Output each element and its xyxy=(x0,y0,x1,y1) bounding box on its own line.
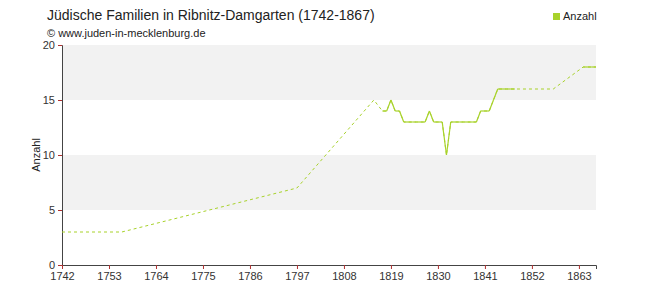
tick: 1797 xyxy=(285,265,309,282)
tick: 1830 xyxy=(426,265,450,282)
tick: 1863 xyxy=(567,265,591,282)
line-segment xyxy=(429,111,433,122)
tick-label: 1742 xyxy=(50,270,74,282)
subtitle: © www.juden-in-mecklenburg.de xyxy=(47,27,206,39)
tick-label: 1808 xyxy=(332,270,356,282)
tick: 1841 xyxy=(473,265,497,282)
tick-mark xyxy=(485,265,486,269)
tick-mark xyxy=(58,100,62,101)
line-segment xyxy=(412,121,416,122)
line-segment xyxy=(425,111,429,122)
tick-mark xyxy=(58,45,62,46)
plot-area xyxy=(62,67,596,232)
y-axis: 05101520 xyxy=(43,39,63,271)
grid xyxy=(62,45,596,210)
legend-label: Anzahl xyxy=(563,10,597,22)
tick-mark xyxy=(58,265,62,266)
x-axis: 1742 1753 1764 1775 1786 1797 1808 1819 1830 1841… xyxy=(50,265,596,282)
line-segment xyxy=(583,66,587,67)
tick-mark xyxy=(203,265,204,269)
tick-mark xyxy=(58,210,62,211)
line-segment xyxy=(438,121,442,122)
line-segment xyxy=(498,88,502,89)
tick-mark xyxy=(579,265,580,269)
tick-mark xyxy=(344,265,345,269)
axis-line xyxy=(63,266,597,270)
tick: 10 xyxy=(43,149,62,161)
tick: 1764 xyxy=(144,265,168,282)
tick-label: 1852 xyxy=(520,270,544,282)
tick-label: 1797 xyxy=(285,270,309,282)
tick: 15 xyxy=(43,94,62,106)
line-segment xyxy=(506,88,510,89)
line-series xyxy=(62,67,596,232)
y-axis-title: Anzahl xyxy=(30,138,42,172)
tick: 20 xyxy=(43,39,62,51)
tick-mark xyxy=(109,265,110,269)
line-segment xyxy=(493,89,497,100)
tick-mark xyxy=(62,265,63,269)
line-segment xyxy=(391,100,395,111)
line-segment xyxy=(421,121,425,122)
line-segment xyxy=(451,121,455,122)
tick-label: 5 xyxy=(49,204,55,216)
tick-label: 1786 xyxy=(238,270,262,282)
line-segment xyxy=(404,121,408,122)
tick: 1808 xyxy=(332,265,356,282)
tick-mark xyxy=(532,265,533,269)
tick-label: 1819 xyxy=(379,270,403,282)
tick-mark xyxy=(391,265,392,269)
line-segment xyxy=(464,121,468,122)
line-segment xyxy=(511,88,515,89)
tick: 1852 xyxy=(520,265,544,282)
line-segment xyxy=(417,121,421,122)
line-segment xyxy=(587,66,591,67)
tick-label: 1830 xyxy=(426,270,450,282)
line-segment xyxy=(485,110,489,111)
axis-line xyxy=(58,46,63,266)
tick: 1742 xyxy=(50,265,74,282)
tick: 5 xyxy=(49,204,62,216)
tick-label: 1764 xyxy=(144,270,168,282)
line-segment xyxy=(468,121,472,122)
legend-swatch xyxy=(553,13,560,20)
title: Jüdische Familien in Ribnitz-Damgarten (… xyxy=(47,7,375,23)
line-segment xyxy=(481,110,485,111)
tick-mark xyxy=(438,265,439,269)
tick: 1786 xyxy=(238,265,262,282)
tick: 1819 xyxy=(379,265,403,282)
grid-band xyxy=(62,155,596,210)
tick-mark xyxy=(250,265,251,269)
tick-label: 1775 xyxy=(191,270,215,282)
line-segment xyxy=(476,111,480,122)
tick-mark xyxy=(297,265,298,269)
line-segment xyxy=(502,88,506,89)
tick-label: 15 xyxy=(43,94,55,106)
line-segment xyxy=(442,122,446,155)
line-segment xyxy=(489,100,493,111)
line-segment xyxy=(395,110,399,111)
tick-label: 20 xyxy=(43,39,55,51)
line-segment xyxy=(382,110,386,111)
tick: 1753 xyxy=(97,265,121,282)
line-segment xyxy=(387,100,391,111)
tick-mark xyxy=(156,265,157,269)
line-segment xyxy=(408,121,412,122)
line-segment xyxy=(459,121,463,122)
tick-label: 1753 xyxy=(97,270,121,282)
line-segment xyxy=(434,121,438,122)
line-segment xyxy=(592,66,596,67)
tick-label: 1841 xyxy=(473,270,497,282)
grid-band xyxy=(62,45,596,100)
line-segment xyxy=(472,121,476,122)
tick-label: 1863 xyxy=(567,270,591,282)
tick: 1775 xyxy=(191,265,215,282)
chart: 0510152017421753176417751786179718081819… xyxy=(0,0,650,300)
tick-label: 10 xyxy=(43,149,55,161)
legend: Anzahl xyxy=(553,10,597,22)
line-segment xyxy=(446,122,450,155)
line-segment xyxy=(455,121,459,122)
tick-mark xyxy=(58,155,62,156)
line-segment xyxy=(399,111,403,122)
